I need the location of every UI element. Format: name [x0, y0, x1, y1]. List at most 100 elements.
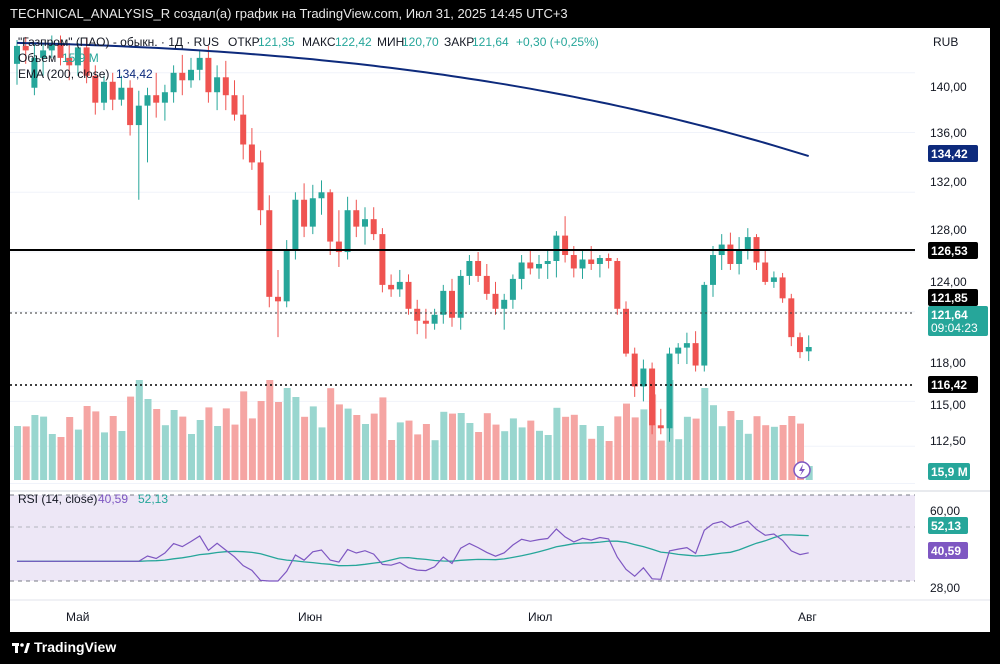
candle[interactable] — [562, 216, 569, 263]
candle[interactable] — [83, 38, 90, 84]
candle[interactable] — [466, 255, 473, 285]
candle[interactable] — [301, 183, 308, 238]
candle[interactable] — [283, 240, 290, 308]
rsi-axis[interactable]: 60,00 28,00 — [930, 504, 960, 595]
candle[interactable] — [196, 50, 203, 81]
candle[interactable] — [31, 42, 38, 96]
candle[interactable] — [248, 128, 255, 170]
candle[interactable] — [701, 281, 708, 372]
candle[interactable] — [605, 253, 612, 269]
candle[interactable] — [370, 207, 377, 241]
candle[interactable] — [179, 54, 186, 96]
candle[interactable] — [388, 274, 395, 297]
candle[interactable] — [518, 255, 525, 290]
candle[interactable] — [266, 195, 273, 308]
candle[interactable] — [536, 255, 542, 279]
candle[interactable] — [231, 80, 238, 121]
candle[interactable] — [579, 249, 586, 279]
candle[interactable] — [623, 301, 629, 357]
candle[interactable] — [101, 75, 107, 111]
chart-panel[interactable]: "Газпром" (ПАО) - обыкн. · 1Д · RUS ОТКР… — [10, 28, 990, 632]
candle[interactable] — [66, 42, 73, 81]
candle[interactable] — [692, 331, 699, 372]
candle[interactable] — [170, 65, 177, 103]
candle[interactable] — [483, 263, 490, 300]
candle[interactable] — [805, 335, 812, 362]
candle[interactable] — [257, 150, 264, 226]
candle[interactable] — [74, 42, 81, 76]
candle[interactable] — [457, 269, 464, 330]
candle[interactable] — [431, 308, 438, 330]
candle[interactable] — [596, 255, 603, 278]
candle[interactable] — [214, 65, 221, 111]
candle[interactable] — [640, 359, 647, 402]
candle[interactable] — [22, 36, 29, 64]
candle[interactable] — [135, 90, 142, 200]
lightning-icon[interactable] — [793, 461, 811, 479]
candle[interactable] — [353, 199, 360, 238]
candle[interactable] — [675, 343, 682, 365]
price-axis[interactable]: 140,00 136,00 132,00 128,00 124,00 118,0… — [930, 80, 967, 448]
candle[interactable] — [440, 284, 447, 324]
candle[interactable] — [153, 72, 160, 118]
candle[interactable] — [40, 42, 47, 76]
price-tick: 128,00 — [930, 223, 967, 237]
candle[interactable] — [205, 45, 212, 103]
candle[interactable] — [161, 84, 168, 121]
candle[interactable] — [275, 269, 281, 338]
candle[interactable] — [92, 65, 99, 115]
candle[interactable] — [14, 39, 20, 85]
candle-body — [492, 293, 499, 309]
candle[interactable] — [631, 347, 638, 397]
candle[interactable] — [335, 210, 342, 267]
candle[interactable] — [118, 75, 125, 106]
candle[interactable] — [553, 231, 560, 278]
candle[interactable] — [509, 274, 516, 309]
candle[interactable] — [614, 258, 621, 315]
candle[interactable] — [48, 35, 55, 58]
candle[interactable] — [710, 246, 716, 297]
candle[interactable] — [544, 249, 551, 279]
candle[interactable] — [422, 308, 429, 339]
candle[interactable] — [240, 95, 247, 160]
candle[interactable] — [449, 278, 455, 327]
candle[interactable] — [475, 252, 482, 282]
candle[interactable] — [649, 362, 656, 435]
time-axis[interactable]: Май Июн Июл Авг — [66, 610, 817, 624]
candle[interactable] — [109, 72, 116, 111]
candle[interactable] — [683, 332, 690, 365]
candle[interactable] — [727, 232, 734, 270]
volume-bar — [92, 411, 100, 480]
candle[interactable] — [327, 189, 334, 256]
candle[interactable] — [222, 60, 229, 111]
candle[interactable] — [188, 57, 194, 88]
candle-body — [440, 290, 447, 315]
candle[interactable] — [527, 249, 534, 275]
candle[interactable] — [744, 228, 751, 260]
candle[interactable] — [414, 299, 421, 335]
candle[interactable] — [405, 274, 412, 315]
candle[interactable] — [379, 228, 386, 293]
candle[interactable] — [396, 269, 403, 297]
candle[interactable] — [492, 281, 499, 315]
candle[interactable] — [127, 80, 134, 136]
candle[interactable] — [318, 180, 325, 215]
candle[interactable] — [666, 347, 673, 442]
candle[interactable] — [57, 35, 64, 66]
candle[interactable] — [292, 192, 299, 260]
candle[interactable] — [762, 249, 769, 285]
candle[interactable] — [779, 272, 786, 303]
chart-svg[interactable]: "Газпром" (ПАО) - обыкн. · 1Д · RUS ОТКР… — [10, 28, 990, 632]
candle[interactable] — [501, 293, 508, 330]
candle[interactable] — [362, 207, 368, 245]
candle[interactable] — [309, 184, 316, 235]
candle[interactable] — [770, 271, 777, 288]
candle[interactable] — [736, 237, 743, 275]
candle[interactable] — [657, 408, 664, 435]
candle[interactable] — [144, 87, 151, 163]
candle[interactable] — [788, 293, 795, 347]
candle-body — [292, 199, 299, 250]
candle[interactable] — [570, 246, 577, 278]
time-label: Авг — [798, 610, 817, 624]
candle[interactable] — [797, 332, 803, 359]
